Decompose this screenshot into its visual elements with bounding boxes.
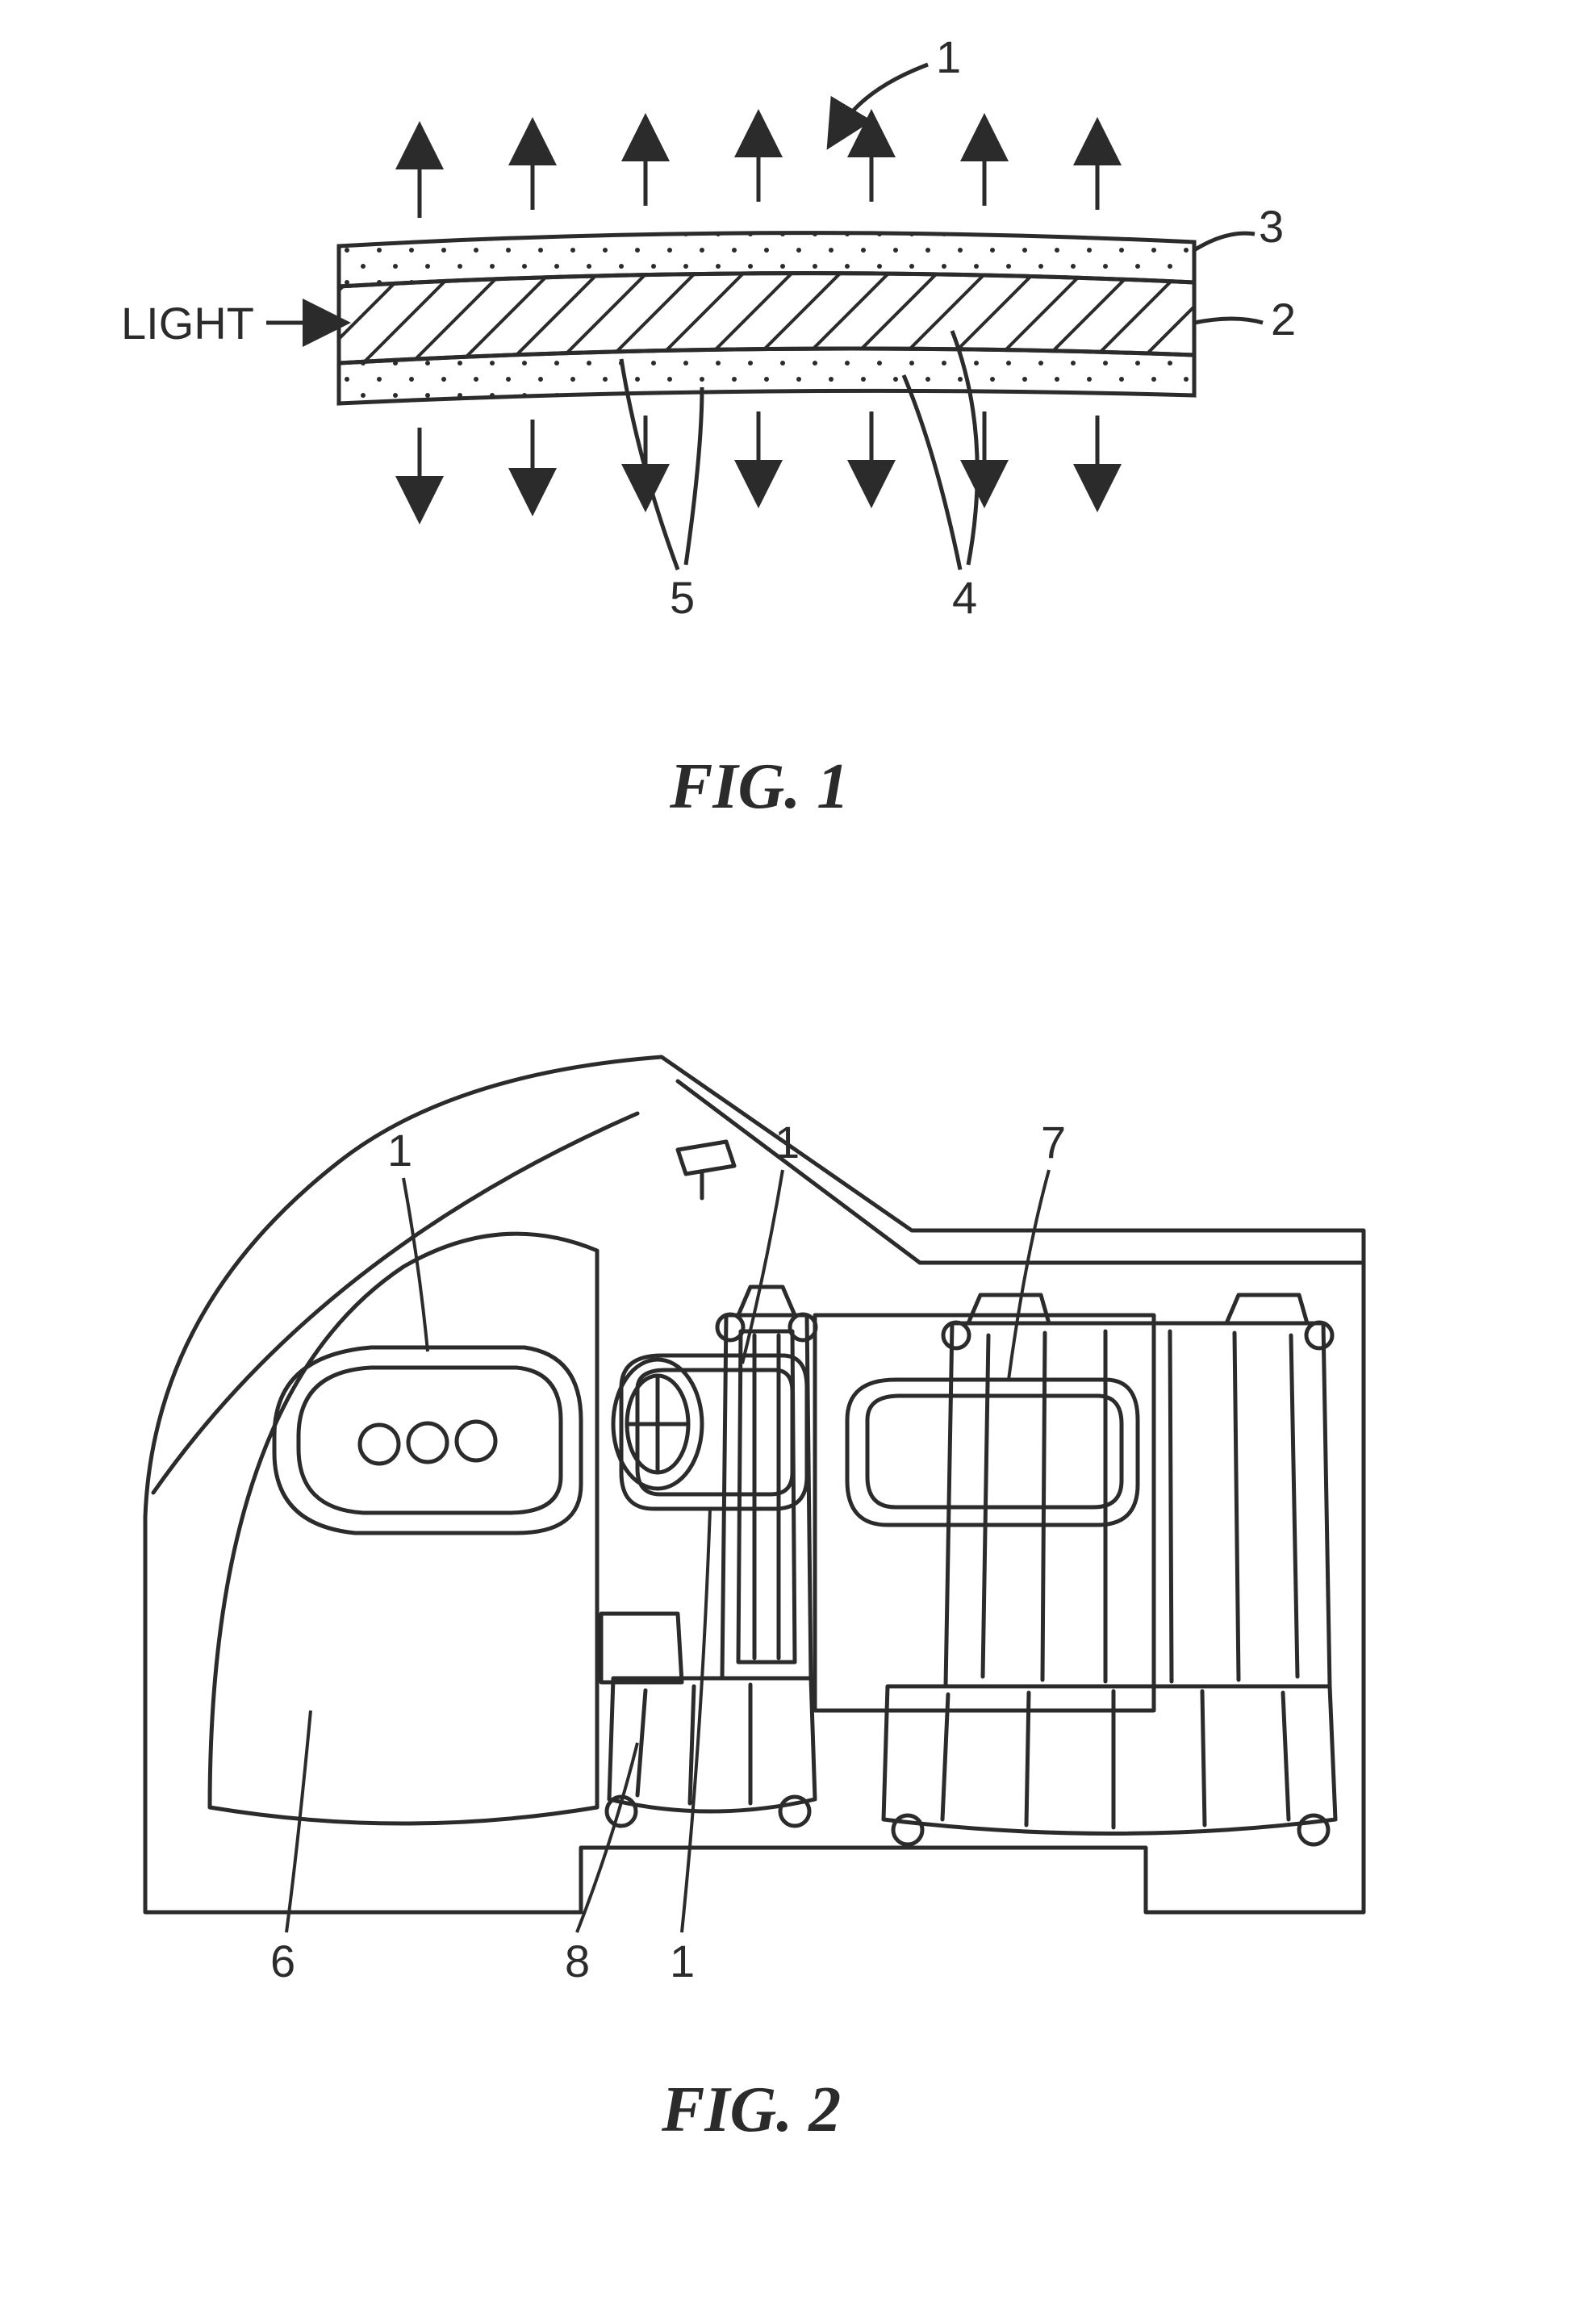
front-door-panel xyxy=(210,1234,597,1823)
rear-seat xyxy=(884,1295,1335,1844)
svg-text:1: 1 xyxy=(670,1936,695,1986)
svg-text:2: 2 xyxy=(1271,294,1296,345)
svg-text:8: 8 xyxy=(565,1936,590,1986)
light-label: LIGHT xyxy=(121,298,254,349)
svg-text:6: 6 xyxy=(270,1936,295,1986)
callout-2: 2 xyxy=(1194,294,1296,345)
page: LIGHT 1 3 2 4 5 FIG. 1 xyxy=(0,0,1596,2310)
svg-text:1: 1 xyxy=(387,1125,412,1176)
emission-arrows-bottom xyxy=(420,411,1097,500)
svg-text:3: 3 xyxy=(1259,201,1284,252)
svg-text:4: 4 xyxy=(952,572,977,623)
svg-text:1: 1 xyxy=(936,31,961,82)
light-input: LIGHT xyxy=(121,298,327,349)
emission-arrows-top xyxy=(420,133,1097,218)
callout-5: 5 xyxy=(621,359,702,623)
svg-text:5: 5 xyxy=(670,572,695,623)
figure-2: 1 1 7 6 8 1 xyxy=(0,968,1596,2178)
steering-wheel xyxy=(613,1360,702,1489)
svg-text:1: 1 xyxy=(775,1117,800,1168)
callout-1: 1 xyxy=(839,31,961,129)
fiber-cross-section xyxy=(339,233,1194,403)
car-interior-drawing xyxy=(145,1057,1364,1912)
figure-2-label: FIG. 2 xyxy=(662,2074,841,2147)
svg-text:7: 7 xyxy=(1041,1117,1066,1168)
figure-1-label: FIG. 1 xyxy=(670,750,849,824)
callout-3: 3 xyxy=(1194,201,1284,252)
